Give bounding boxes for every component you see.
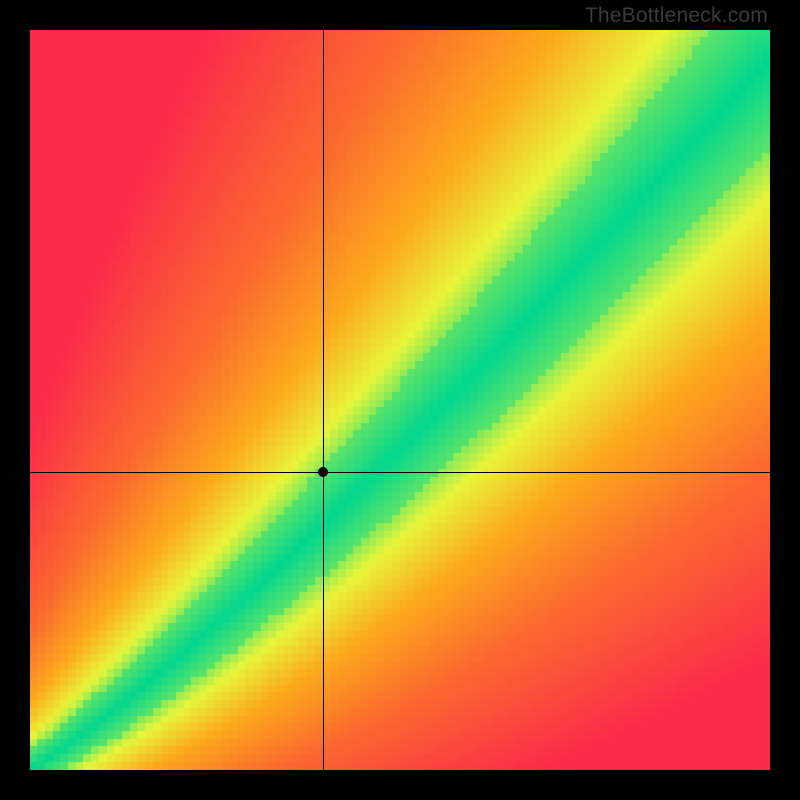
crosshair-horizontal — [30, 472, 770, 473]
crosshair-vertical — [323, 30, 324, 770]
watermark-text: TheBottleneck.com — [585, 4, 768, 28]
crosshair-marker — [318, 467, 328, 477]
plot-area — [30, 30, 770, 770]
heatmap-canvas — [30, 30, 770, 770]
